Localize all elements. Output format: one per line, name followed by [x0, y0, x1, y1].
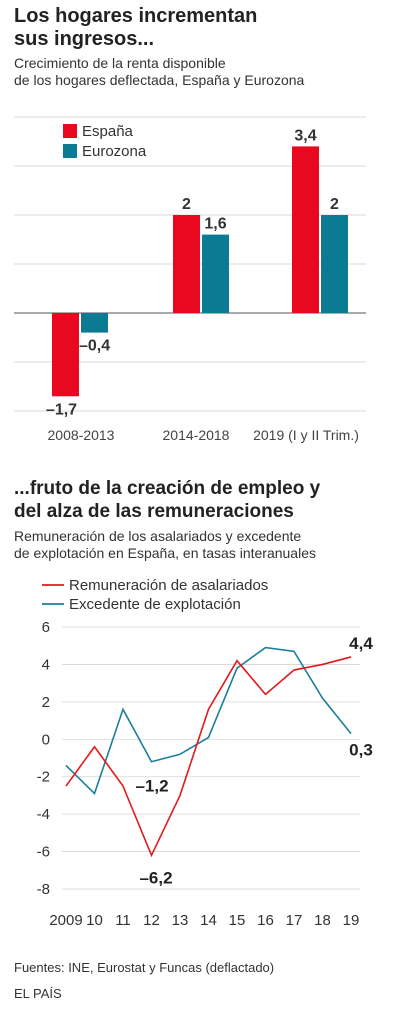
x-tick-label: 14 — [200, 912, 217, 929]
legend-label: Excedente de explotación — [69, 596, 241, 613]
x-tick-label: 13 — [172, 912, 189, 929]
data-label: 0,3 — [349, 741, 373, 760]
x-tick-label: 2014-2018 — [163, 427, 230, 443]
legend-label: España — [82, 123, 134, 140]
y-tick-label: 6 — [42, 619, 50, 636]
data-label: 4,4 — [349, 634, 373, 653]
bar — [202, 234, 229, 313]
chart2-title-line1: ...fruto de la creación de empleo y — [14, 478, 321, 499]
y-tick-label: 2 — [42, 694, 50, 711]
series-line — [65, 646, 352, 796]
legend-label: Remuneración de asalariados — [69, 577, 268, 594]
chart1-subtitle-line1: Crecimiento de la renta disponible — [14, 55, 226, 71]
publisher-credit: EL PAÍS — [14, 986, 62, 1001]
line-chart: 6 4 2 0 -2 -4 -6 -8 2009 10 11 12 13 14 15 16 17 18 19 Remu… — [37, 577, 374, 929]
legend-swatch — [63, 144, 77, 158]
y-tick-label: -2 — [37, 769, 50, 786]
x-tick-label: 12 — [143, 912, 160, 929]
x-tick-label: 2009 — [49, 912, 82, 929]
chart2-title-line2: del alza de las remuneraciones — [14, 501, 294, 522]
x-tick-label: 2019 (I y II Trim.) — [253, 427, 359, 443]
bar — [292, 146, 319, 313]
x-tick-label: 18 — [314, 912, 331, 929]
data-label: 3,4 — [294, 127, 316, 144]
chart2-subtitle-line1: Remuneración de los asalariados y excede… — [14, 528, 302, 544]
chart2-subtitle-line2: de explotación en España, en tasas inter… — [14, 545, 316, 561]
x-tick-label: 10 — [86, 912, 103, 929]
data-label: 1,6 — [204, 216, 226, 233]
chart1-subtitle-line2: de los hogares deflectada, España y Euro… — [14, 72, 305, 88]
x-tick-label: 16 — [257, 912, 274, 929]
chart1-title-line1: Los hogares incrementan — [14, 5, 258, 27]
legend-label: Eurozona — [82, 143, 147, 160]
y-tick-label: -4 — [37, 806, 50, 823]
chart1-title-line2: sus ingresos... — [14, 28, 155, 50]
x-tick-label: 11 — [115, 912, 131, 929]
x-tick-label: 2008-2013 — [48, 427, 115, 443]
data-label: –6,2 — [139, 868, 172, 887]
data-label: 2 — [182, 196, 191, 213]
data-label: 2 — [330, 196, 339, 213]
bar — [52, 313, 79, 397]
x-tick-label: 17 — [286, 912, 303, 929]
data-label: –1,2 — [135, 777, 168, 796]
y-tick-label: 0 — [42, 731, 50, 748]
data-label: –1,7 — [46, 401, 77, 418]
x-tick-label: 19 — [343, 912, 360, 929]
bar — [81, 313, 108, 333]
y-tick-label: -6 — [37, 844, 50, 861]
y-tick-label: 4 — [42, 656, 50, 673]
bar — [173, 215, 200, 313]
bar-chart: –1,7 2 3,4 –0,4 1,6 2 2008-2013 2014-2018 2019 (… — [14, 116, 366, 443]
series-line — [65, 656, 352, 858]
y-tick-label: -8 — [37, 881, 50, 898]
x-tick-label: 15 — [229, 912, 246, 929]
data-label: –0,4 — [79, 338, 110, 355]
bar — [321, 215, 348, 313]
source-note: Fuentes: INE, Eurostat y Funcas (deflact… — [14, 960, 275, 975]
legend-swatch — [63, 124, 77, 138]
